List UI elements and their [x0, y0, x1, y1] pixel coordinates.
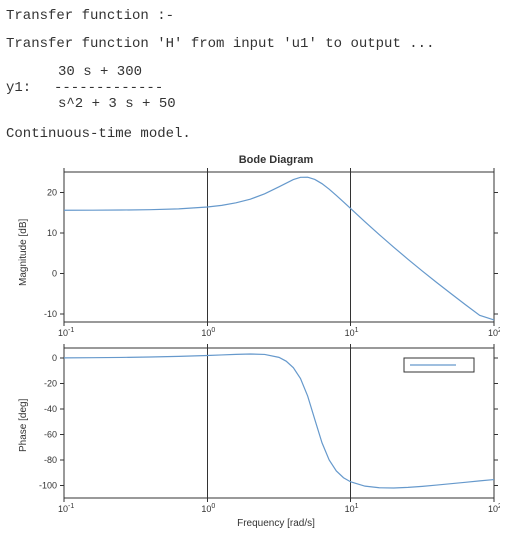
svg-text:-20: -20 [44, 379, 57, 389]
svg-text:10: 10 [47, 228, 57, 238]
svg-text:100: 100 [201, 503, 215, 514]
tf-dashline: ------------- [54, 82, 163, 95]
bode-xlabel: Frequency [rad/s] [61, 518, 491, 529]
phase-ylabel: Phase [deg] [18, 399, 29, 452]
tf-numerator: 30 s + 300 [54, 64, 146, 80]
bode-figure: Magnitude [dB] 10-1100101102-1001020 Pha… [6, 168, 508, 529]
svg-text:10-1: 10-1 [58, 503, 74, 514]
svg-text:0: 0 [52, 353, 57, 363]
tf-output-label: y1: [6, 80, 54, 96]
svg-text:10-1: 10-1 [58, 327, 74, 338]
phase-plot: 10-1 100 101 102 -100 -80 -60 -40 -20 0 [30, 344, 500, 516]
svg-text:-100: -100 [39, 480, 57, 490]
tf-fraction-block: 30 s + 300 y1: ------------- s^2 + 3 s +… [6, 64, 508, 112]
tf-title: Transfer function :- [6, 8, 508, 24]
tf-continuous: Continuous-time model. [6, 126, 508, 142]
magnitude-ylabel: Magnitude [dB] [18, 219, 29, 286]
svg-text:101: 101 [345, 503, 359, 514]
svg-text:100: 100 [201, 327, 215, 338]
svg-text:102: 102 [488, 327, 500, 338]
svg-text:-10: -10 [44, 309, 57, 319]
svg-text:102: 102 [488, 503, 500, 514]
svg-text:0: 0 [52, 268, 57, 278]
bode-title: Bode Diagram [61, 154, 491, 166]
svg-text:101: 101 [345, 327, 359, 338]
tf-denominator: s^2 + 3 s + 50 [54, 96, 180, 112]
magnitude-plot: 10-1 100 101 102 -10 0 10 20 [30, 168, 500, 340]
phase-panel: Phase [deg] 10-1100101102-100-80-60-40-2… [30, 344, 508, 516]
magnitude-panel: Magnitude [dB] 10-1100101102-1001020 [30, 168, 508, 340]
tf-desc: Transfer function 'H' from input 'u1' to… [6, 36, 508, 52]
svg-text:-80: -80 [44, 455, 57, 465]
svg-text:-40: -40 [44, 404, 57, 414]
svg-text:-60: -60 [44, 429, 57, 439]
svg-text:20: 20 [47, 187, 57, 197]
